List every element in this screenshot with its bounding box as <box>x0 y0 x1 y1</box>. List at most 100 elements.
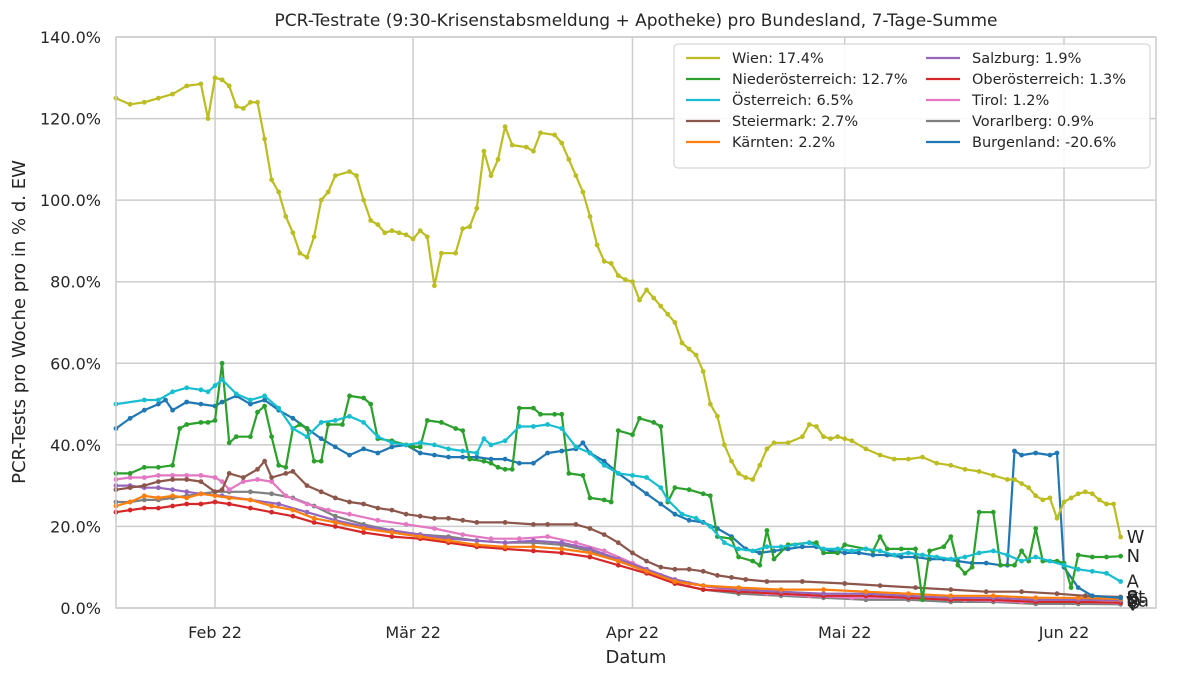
data-point <box>785 546 791 552</box>
data-point <box>403 232 409 238</box>
data-point <box>488 173 494 179</box>
data-point <box>835 434 840 440</box>
end-label: W <box>1127 527 1145 548</box>
y-tick-label: 120.0% <box>40 110 101 129</box>
series-k-rnten <box>113 491 1123 602</box>
end-label: St <box>1127 587 1145 608</box>
data-point <box>962 570 968 576</box>
data-point <box>877 534 883 539</box>
data-point <box>1075 552 1081 558</box>
data-point <box>707 524 713 529</box>
legend-label: Tirol: 1.2% <box>971 93 1049 109</box>
data-point <box>325 189 331 195</box>
data-point <box>403 511 409 517</box>
data-point <box>700 369 706 374</box>
data-point <box>849 438 855 444</box>
data-point <box>248 489 253 495</box>
data-point <box>332 173 338 179</box>
data-point <box>707 493 713 499</box>
data-point <box>1104 554 1109 560</box>
data-point <box>1040 497 1046 503</box>
end-label: Sa <box>1127 590 1149 611</box>
data-point <box>156 473 161 478</box>
data-point <box>644 558 649 564</box>
data-point <box>1089 491 1095 497</box>
data-point <box>488 442 494 448</box>
data-point <box>347 393 352 399</box>
data-point <box>962 554 968 560</box>
data-point <box>743 577 749 582</box>
data-point <box>156 397 161 403</box>
data-point <box>460 454 466 460</box>
data-point <box>842 550 848 556</box>
data-point <box>658 501 664 507</box>
data-point <box>976 509 982 515</box>
data-point <box>736 546 741 552</box>
data-point <box>417 440 423 446</box>
data-point <box>354 173 359 179</box>
data-point <box>906 591 911 597</box>
data-point <box>1047 558 1053 564</box>
data-point <box>686 346 692 352</box>
data-point <box>276 462 282 468</box>
data-point <box>601 458 607 464</box>
data-point <box>198 491 204 497</box>
data-point <box>615 471 621 476</box>
data-point <box>460 517 466 523</box>
data-point <box>198 401 204 407</box>
data-point <box>262 403 267 409</box>
data-point <box>665 311 671 317</box>
data-point <box>516 460 522 466</box>
data-point <box>432 526 437 531</box>
data-point <box>545 450 550 456</box>
data-point <box>170 91 176 97</box>
data-point <box>1075 585 1081 590</box>
data-point <box>715 413 720 419</box>
data-point <box>311 520 317 525</box>
data-point <box>615 562 621 568</box>
data-point <box>403 442 409 448</box>
data-point <box>205 389 211 395</box>
data-point <box>785 440 791 446</box>
data-point <box>587 554 593 560</box>
data-point <box>1033 493 1039 499</box>
data-point <box>658 424 664 429</box>
end-label: V <box>1127 594 1140 615</box>
data-point <box>127 101 133 107</box>
data-point <box>502 466 508 472</box>
data-point <box>559 426 565 431</box>
data-point <box>849 548 855 554</box>
data-point <box>432 515 437 521</box>
legend-entry: Oberösterreich: 1.3% <box>926 72 1126 88</box>
data-point <box>976 469 982 474</box>
data-point <box>962 466 968 472</box>
data-point <box>672 485 678 491</box>
data-point <box>170 407 176 413</box>
data-point <box>481 458 487 464</box>
data-point <box>1111 501 1116 507</box>
x-tick-label: Apr 22 <box>606 623 659 642</box>
data-point <box>240 479 246 484</box>
data-point <box>375 434 381 440</box>
data-point <box>799 434 805 440</box>
data-point <box>290 426 296 431</box>
data-point <box>446 454 451 460</box>
data-point <box>141 99 147 105</box>
legend-label: Kärnten: 2.2% <box>732 135 835 151</box>
data-point <box>368 218 374 223</box>
data-point <box>863 446 869 452</box>
data-point <box>573 540 579 546</box>
data-point <box>304 501 310 507</box>
data-point <box>219 77 225 83</box>
data-point <box>212 418 218 423</box>
data-point <box>771 440 777 446</box>
data-point <box>170 503 176 509</box>
series-line <box>115 460 1121 599</box>
data-point <box>318 489 324 495</box>
data-point <box>212 75 218 81</box>
data-point <box>248 434 253 440</box>
end-label: B <box>1127 588 1139 609</box>
data-point <box>821 546 826 552</box>
data-point <box>446 446 451 452</box>
data-point <box>516 424 522 429</box>
